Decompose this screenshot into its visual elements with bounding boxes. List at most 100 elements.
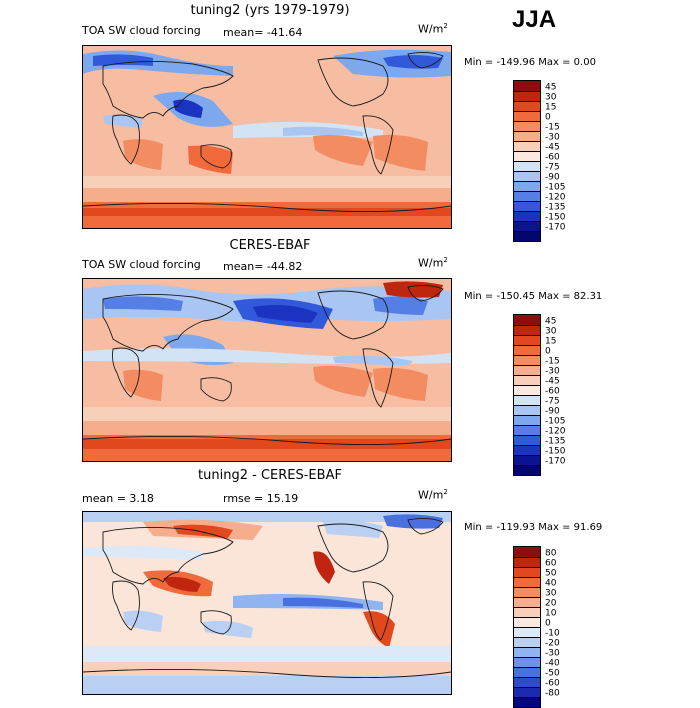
cb-label: 40 [545, 578, 557, 589]
cb-label: -20 [545, 638, 560, 649]
colorbar-swatch [514, 677, 540, 687]
colorbar-swatch [514, 221, 540, 231]
cb-label: -135 [545, 202, 566, 213]
colorbar-swatch [514, 465, 540, 475]
cb-label: 45 [545, 82, 557, 93]
cb-label: 20 [545, 598, 557, 609]
panel3-map [82, 511, 452, 695]
colorbar-swatch [514, 567, 540, 577]
colorbar-swatch [514, 435, 540, 445]
cb-label: 0 [545, 346, 551, 357]
cb-label: 30 [545, 588, 557, 599]
colorbar-swatch [514, 395, 540, 405]
colorbar-swatch [514, 697, 540, 707]
colorbar-swatch [514, 325, 540, 335]
panel1-title: tuning2 (yrs 1979-1979) [190, 3, 350, 18]
cb-label: 60 [545, 558, 557, 569]
colorbar-swatch [514, 335, 540, 345]
colorbar-swatch [514, 415, 540, 425]
units-exponent: 2 [443, 22, 448, 30]
colorbar-swatch [514, 101, 540, 111]
cb-label: 15 [545, 336, 557, 347]
cb-label: -30 [545, 648, 560, 659]
cb-label: -90 [545, 406, 560, 417]
colorbar-swatch [514, 161, 540, 171]
colorbar-swatch [514, 607, 540, 617]
panel1-mean: mean= -41.64 [223, 26, 303, 39]
panel2-field-label: TOA SW cloud forcing [82, 258, 201, 271]
panel3-mean: mean = 3.18 [82, 492, 154, 505]
panel3-colorbar [513, 546, 541, 708]
colorbar-swatch [514, 355, 540, 365]
colorbar-swatch [514, 365, 540, 375]
panel2-map [82, 278, 452, 462]
cb-label: -170 [545, 456, 566, 467]
panel1-units: W/m2 [418, 22, 448, 36]
colorbar-swatch [514, 445, 540, 455]
cb-label: -90 [545, 172, 560, 183]
colorbar-swatch [514, 211, 540, 221]
units-exponent: 2 [443, 256, 448, 264]
season-label: JJA [512, 6, 557, 33]
cb-label: -60 [545, 678, 560, 689]
colorbar-swatch [514, 81, 540, 91]
colorbar-swatch [514, 375, 540, 385]
cb-label: -120 [545, 192, 566, 203]
cb-label: -120 [545, 426, 566, 437]
colorbar-swatch [514, 425, 540, 435]
cb-label: 80 [545, 548, 557, 559]
panel2-minmax: Min = -150.45 Max = 82.31 [464, 291, 603, 302]
colorbar-swatch [514, 171, 540, 181]
colorbar-swatch [514, 577, 540, 587]
panel1-minmax: Min = -149.96 Max = 0.00 [464, 57, 596, 68]
cb-label: -150 [545, 446, 566, 457]
colorbar-swatch [514, 597, 540, 607]
panel1-colorbar [513, 80, 541, 242]
colorbar-swatch [514, 547, 540, 557]
panel3-units: W/m2 [418, 488, 448, 502]
panel3-minmax: Min = -119.93 Max = 91.69 [464, 522, 603, 533]
colorbar-swatch [514, 141, 540, 151]
colorbar-swatch [514, 617, 540, 627]
cb-label: -50 [545, 668, 560, 679]
colorbar-swatch [514, 385, 540, 395]
cb-label: -105 [545, 182, 566, 193]
cb-label: -30 [545, 366, 560, 377]
cb-label: -135 [545, 436, 566, 447]
cb-label: 30 [545, 92, 557, 103]
colorbar-swatch [514, 231, 540, 241]
panel1-field-label: TOA SW cloud forcing [82, 24, 201, 37]
panel1-map [82, 45, 452, 229]
colorbar-swatch [514, 121, 540, 131]
colorbar-swatch [514, 687, 540, 697]
cb-label: -15 [545, 356, 560, 367]
cb-label: 0 [545, 112, 551, 123]
colorbar-swatch [514, 557, 540, 567]
cb-label: -60 [545, 386, 560, 397]
colorbar-swatch [514, 345, 540, 355]
units-text: W/m [418, 256, 444, 270]
cb-label: -15 [545, 122, 560, 133]
cb-label: -60 [545, 152, 560, 163]
cb-label: 15 [545, 102, 557, 113]
cb-label: -45 [545, 376, 560, 387]
cb-label: -105 [545, 416, 566, 427]
colorbar-swatch [514, 455, 540, 465]
colorbar-swatch [514, 667, 540, 677]
panel3-rmse: rmse = 15.19 [223, 492, 299, 505]
cb-label: -170 [545, 222, 566, 233]
colorbar-swatch [514, 637, 540, 647]
colorbar-swatches [514, 547, 540, 707]
cb-label: 45 [545, 316, 557, 327]
panel2-title: CERES-EBAF [229, 238, 311, 253]
cb-label: -75 [545, 162, 560, 173]
cb-label: 50 [545, 568, 557, 579]
cb-label: 30 [545, 326, 557, 337]
cb-label: 10 [545, 608, 557, 619]
units-exponent: 2 [443, 488, 448, 496]
colorbar-swatch [514, 181, 540, 191]
colorbar-swatch [514, 151, 540, 161]
colorbar-swatch [514, 405, 540, 415]
cb-label: -30 [545, 132, 560, 143]
cb-label: -75 [545, 396, 560, 407]
